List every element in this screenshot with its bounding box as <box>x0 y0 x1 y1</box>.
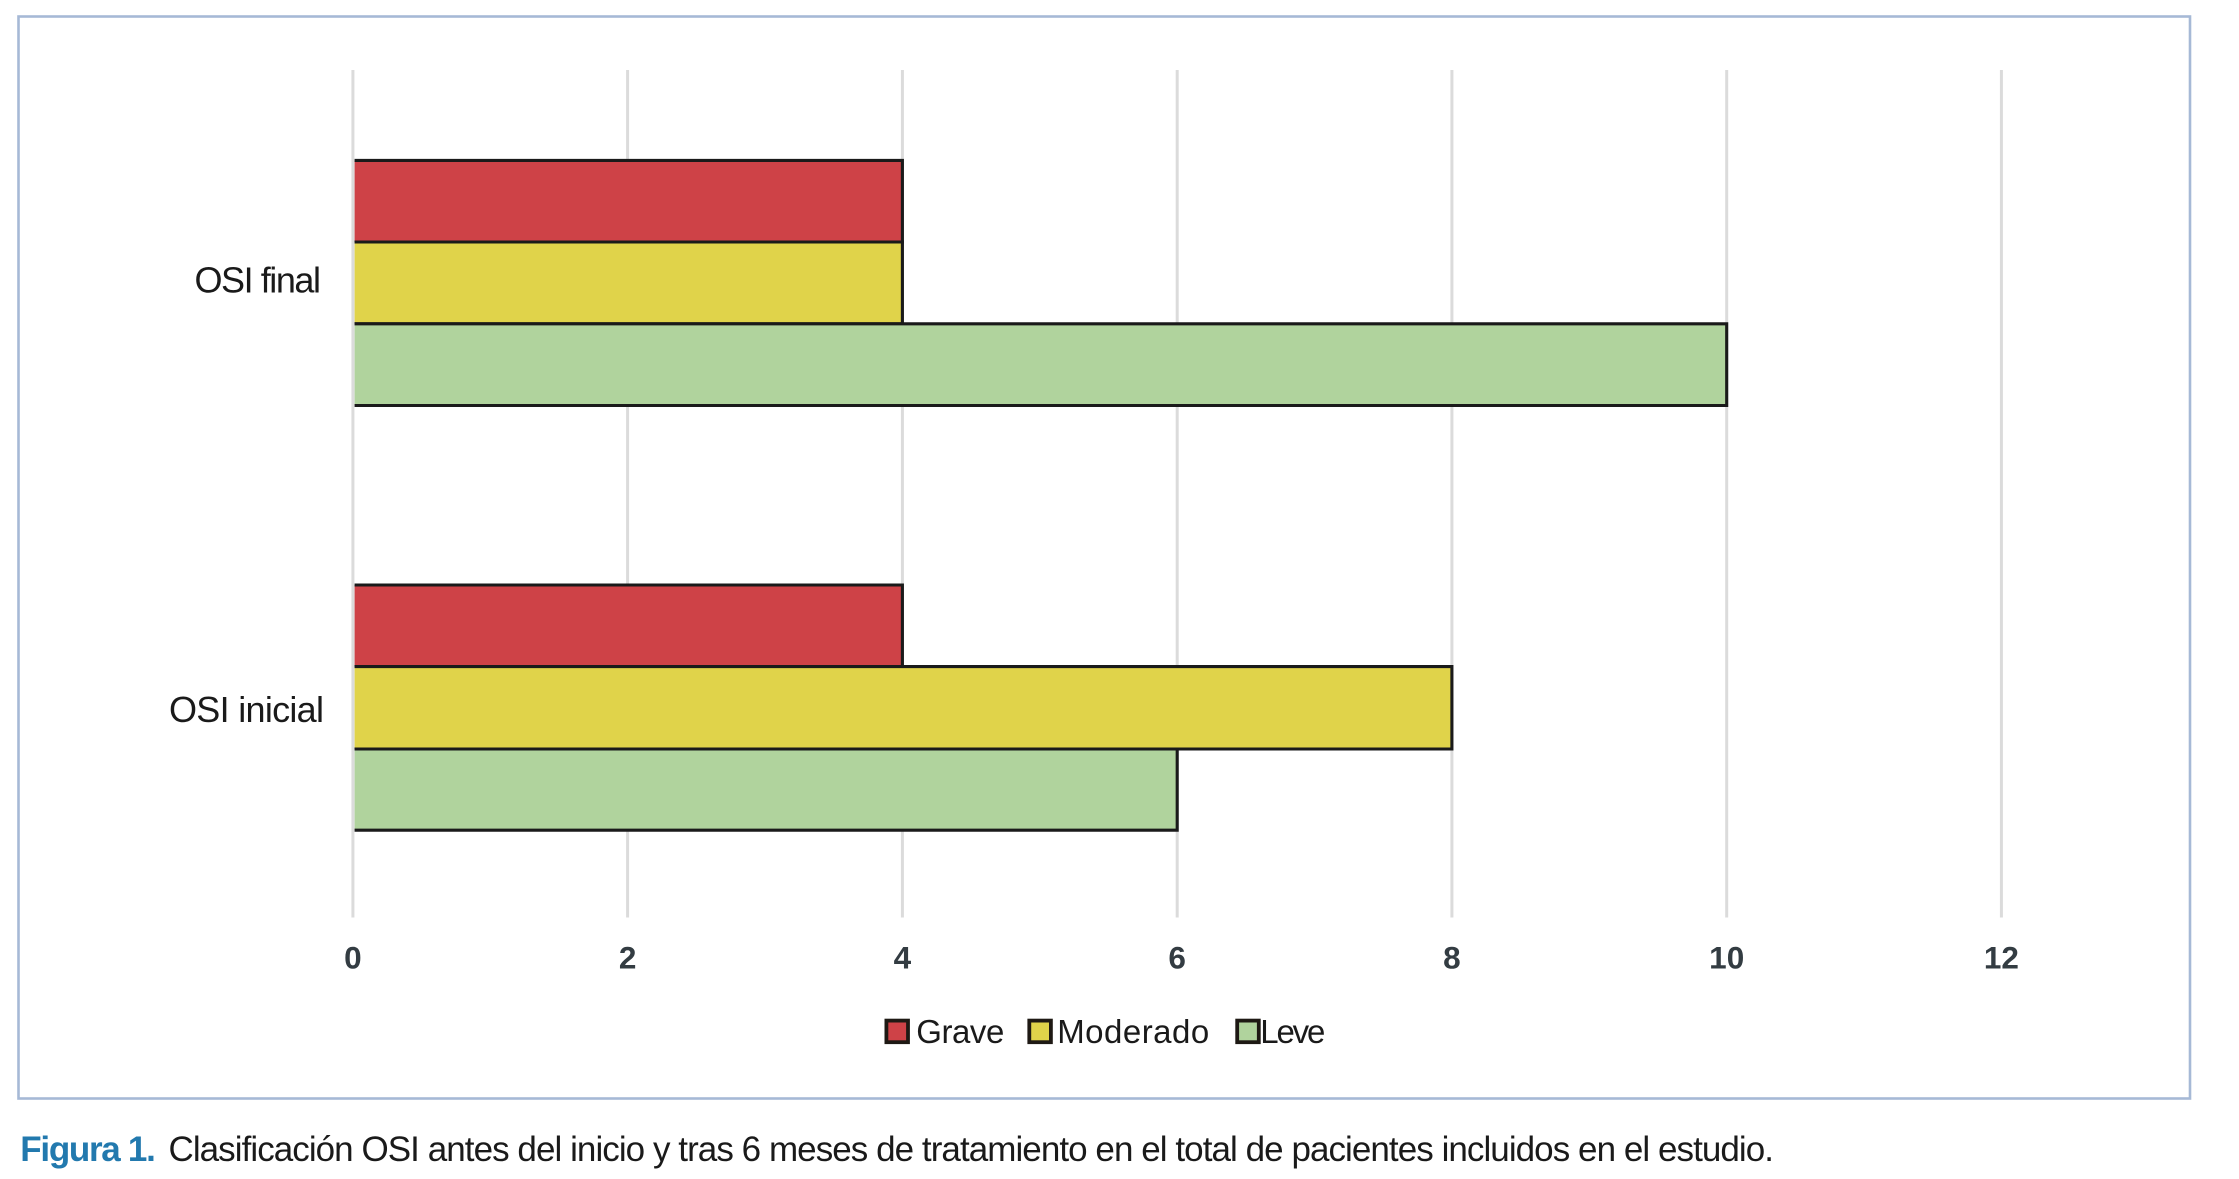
svg-text:OSI final: OSI final <box>195 260 322 301</box>
svg-text:4: 4 <box>894 940 912 976</box>
svg-text:12: 12 <box>1984 940 2019 976</box>
svg-text:Figura 1.Clasificación OSI ant: Figura 1. Clasificación OSI antes del ini… <box>20 1130 1774 1169</box>
svg-text:Moderado: Moderado <box>1057 1013 1209 1050</box>
svg-text:OSI inicial: OSI inicial <box>169 689 324 730</box>
svg-text:8: 8 <box>1443 940 1461 976</box>
svg-text:2: 2 <box>619 940 637 976</box>
svg-text:Leve: Leve <box>1260 1013 1325 1050</box>
svg-text:6: 6 <box>1168 940 1186 976</box>
svg-text:0: 0 <box>344 940 362 976</box>
svg-text:10: 10 <box>1709 940 1744 976</box>
svg-text:Grave: Grave <box>916 1013 1004 1050</box>
